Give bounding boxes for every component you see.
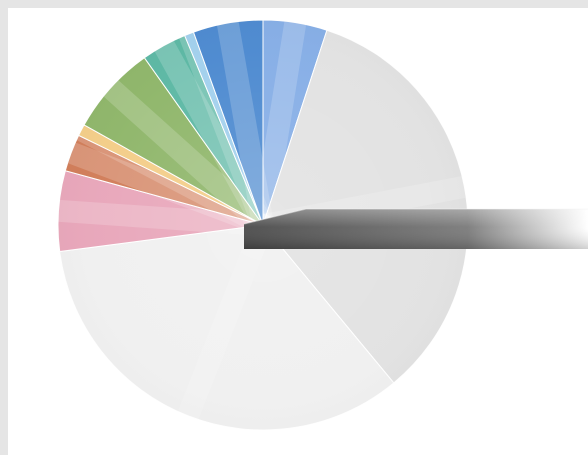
pointer-edge [243, 208, 588, 225]
pointer-bar [243, 208, 588, 249]
pie-chart [47, 11, 588, 431]
chart-canvas [8, 8, 588, 455]
pointer-shine [244, 209, 588, 249]
